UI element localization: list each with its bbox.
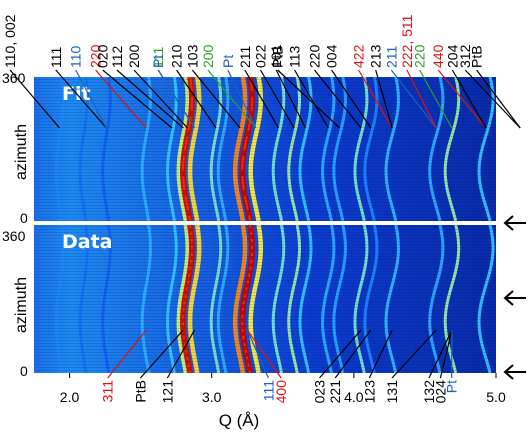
bottom-annotation-5: 023: [312, 380, 328, 404]
bottom-annotation-leader-0: [107, 329, 147, 379]
top-annotation-leader-20: [358, 69, 393, 129]
top-annotation-leader-4: [102, 69, 173, 129]
top-annotation-leader-24: [419, 69, 453, 129]
bottom-annotation-3: 111: [260, 380, 276, 401]
top-annotation-leader-19: [331, 69, 372, 129]
top-annotation-leader-3: [95, 69, 147, 129]
x-tick-label-3: 5.0: [486, 389, 506, 405]
bottom-annotation-leader-5: [319, 329, 362, 379]
y-axis-label-fit: azimuth: [13, 124, 30, 180]
bottom-annotation-leader-4: [246, 329, 282, 379]
top-annotation-9: 210: [169, 44, 185, 68]
top-annotation-2: 110: [68, 45, 84, 68]
top-annotation-27: 312: [457, 44, 473, 68]
bottom-annotation-6: 221: [327, 380, 343, 404]
top-annotation-leader-21: [375, 69, 393, 129]
top-annotation-leader-18: [314, 69, 362, 129]
top-annotation-leader-0: [9, 69, 61, 129]
top-annotation-leader-14: [259, 69, 295, 129]
top-annotation-leader-27: [464, 69, 521, 129]
top-annotation-12: Pt: [220, 55, 236, 68]
y-tick-data-top: 360: [2, 228, 26, 244]
bottom-annotation-leader-8: [391, 329, 437, 379]
top-annotation-leader-17: [277, 69, 341, 129]
top-annotation-leader-16: [294, 69, 329, 129]
top-annotation-18: 220: [307, 44, 323, 68]
top-annotation-20: 422: [351, 44, 367, 68]
arrow-fit-data-boundary: [503, 215, 526, 231]
bottom-annotation-10: 024: [432, 380, 448, 404]
top-annotation-leader-26: [451, 69, 487, 129]
panel-label-data: Data: [62, 231, 113, 253]
top-annotation-leader-23: [406, 69, 437, 129]
y-axis-label-data: azimuth: [13, 277, 30, 333]
top-annotation-11: 200: [200, 44, 216, 68]
top-annotation-leader-25: [437, 69, 487, 129]
top-annotation-3: 220: [88, 44, 104, 68]
fit-panel: [34, 77, 528, 221]
bottom-annotation-0: 311: [100, 380, 116, 403]
fit-ring-24: [513, 77, 528, 221]
data-panel: [34, 225, 496, 373]
bottom-annotation-1: PtB: [132, 380, 148, 403]
top-annotation-leader-12: [227, 69, 257, 129]
top-annotation-22: 211: [383, 45, 399, 68]
top-annotation-19: 004: [324, 44, 340, 68]
bottom-annotation-7: 123: [361, 380, 377, 404]
top-annotation-leader-2: [75, 69, 108, 129]
top-annotation-6: 200: [126, 44, 142, 68]
top-annotation-leader-5: [116, 69, 184, 129]
x-axis-label: Q (Å): [219, 411, 260, 430]
top-annotation-leader-11: [207, 69, 257, 129]
top-annotation-28: PtB: [469, 45, 485, 68]
top-annotation-21: 213: [368, 44, 384, 68]
top-annotation-leader-13: [244, 69, 280, 129]
top-annotation-23: 222, 511: [399, 14, 415, 68]
top-annotation-leader-10: [191, 69, 241, 129]
top-annotation-7: 111: [150, 47, 166, 68]
top-annotation-leader-1: [55, 69, 107, 129]
top-annotation-leader-15: [275, 69, 307, 129]
bottom-annotation-11: Pt: [444, 380, 460, 393]
x-tick-label-2: 4.0: [344, 389, 364, 405]
top-annotation-10: 103: [184, 44, 200, 68]
bottom-annotation-leader-10: [439, 329, 453, 379]
bottom-annotation-leader-2: [166, 329, 196, 379]
top-annotation-leader-6: [133, 69, 188, 129]
bottom-annotation-2: 121: [159, 380, 175, 404]
top-annotation-leader-22: [390, 69, 437, 129]
arrow-data-mid: [503, 290, 526, 306]
bottom-annotation-4: 400: [273, 380, 289, 404]
top-annotation-25: 440: [430, 44, 446, 68]
top-annotation-0: 110, 002: [2, 14, 18, 68]
bottom-annotation-leader-9: [428, 329, 453, 379]
top-annotation-1: 111: [48, 47, 64, 68]
top-annotation-leader-8: [157, 69, 196, 129]
bottom-annotation-leader-6: [334, 329, 372, 379]
top-annotation-17: PtB: [270, 45, 286, 68]
top-annotation-26: 204: [444, 44, 460, 68]
bottom-annotation-leader-7: [368, 329, 393, 379]
bottom-annotation-leader-1: [139, 329, 184, 379]
bottom-annotation-9: 132: [421, 380, 437, 404]
top-annotation-leader-28: [476, 69, 521, 129]
top-annotation-5: 112: [109, 45, 125, 68]
top-annotation-14: 022: [253, 44, 269, 68]
bottom-annotation-leader-3: [246, 329, 269, 379]
x-tick-label-0: 2.0: [60, 389, 80, 405]
top-annotation-16: 113: [287, 45, 303, 68]
top-annotation-4: 020: [95, 44, 111, 68]
top-annotation-24: 220: [412, 44, 428, 68]
top-annotation-leader-9: [176, 69, 217, 129]
top-annotation-8: Pt: [150, 55, 166, 68]
x-tick-label-1: 3.0: [202, 389, 222, 405]
arrow-data-bottom: [503, 364, 526, 380]
top-annotation-15: 101: [268, 44, 284, 68]
panel-divider: [34, 221, 496, 225]
top-annotation-13: 211: [237, 45, 253, 68]
bottom-annotation-8: 131: [384, 380, 400, 404]
y-tick-data-bottom: 0: [20, 363, 28, 379]
y-tick-fit-bottom: 0: [20, 210, 28, 226]
